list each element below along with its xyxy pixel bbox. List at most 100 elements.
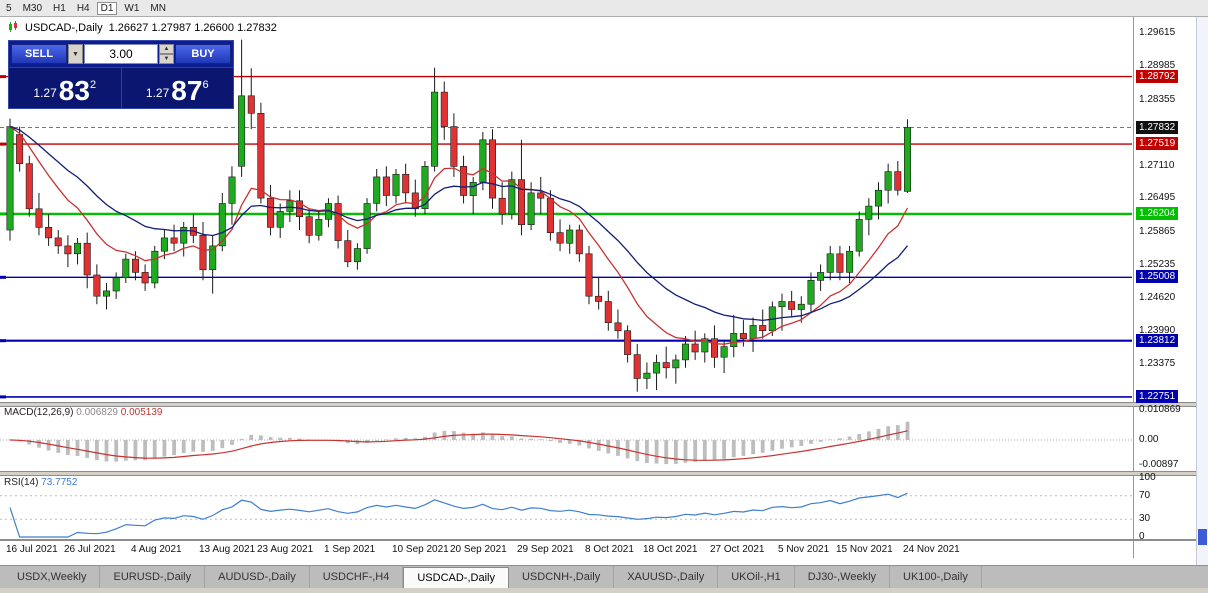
chart-tab[interactable]: UKOil-,H1 xyxy=(718,566,795,588)
macd-histogram-bar xyxy=(509,436,514,440)
timeframe-button-w1[interactable]: W1 xyxy=(124,2,140,14)
macd-histogram-bar xyxy=(181,440,186,453)
fast-ma-line xyxy=(9,126,909,345)
candle-body xyxy=(440,91,448,127)
sell-button[interactable]: SELL xyxy=(11,44,67,64)
candle-body xyxy=(74,242,82,255)
candle-body xyxy=(257,113,265,199)
macd-histogram-bar xyxy=(8,439,12,440)
candle-body xyxy=(93,274,101,297)
candle-body xyxy=(730,333,738,347)
candle-body xyxy=(527,192,535,225)
candle-body xyxy=(768,306,776,331)
candle-body xyxy=(305,216,313,236)
macd-histogram-bar xyxy=(867,431,871,440)
macd-histogram-bar xyxy=(751,440,755,455)
scrollbar-thumb[interactable] xyxy=(1198,529,1207,545)
chart-tab[interactable]: XAUUSD-,Daily xyxy=(614,566,719,588)
timeframe-button-d1[interactable]: D1 xyxy=(96,1,118,15)
chart-tab[interactable]: EURUSD-,Daily xyxy=(100,566,206,588)
chart-tab[interactable]: DJ30-,Weekly xyxy=(795,566,891,588)
candle-body xyxy=(614,322,622,332)
date-tick-label: 5 Nov 2021 xyxy=(778,544,830,555)
vertical-scrollbar[interactable] xyxy=(1196,17,1208,565)
timeframe-button-h1[interactable]: H1 xyxy=(53,2,66,14)
date-axis: 16 Jul 2021 26 Jul 2021 4 Aug 2021 13 Aug 2… xyxy=(0,542,1196,558)
date-tick-label: 13 Aug 2021 xyxy=(199,544,256,555)
volume-input[interactable]: 3.00 xyxy=(84,44,158,64)
rsi-axis-label: 30 xyxy=(1139,513,1151,524)
timeframe-button-m30[interactable]: M30 xyxy=(22,2,43,14)
panel-separator[interactable] xyxy=(0,471,1196,476)
candle-body xyxy=(295,200,303,218)
buy-price-pips: 87 xyxy=(171,75,203,106)
candle-body xyxy=(373,176,381,204)
macd-histogram-bar xyxy=(326,440,331,441)
volume-stepper[interactable]: ▲ ▼ xyxy=(159,44,174,64)
chart-tab[interactable]: USDCAD-,Daily xyxy=(403,567,509,588)
candle-body xyxy=(855,219,863,252)
sell-price-display[interactable]: 1.27 83 2 xyxy=(9,68,122,108)
macd-histogram-bar xyxy=(587,440,591,449)
timeframe-button-h4[interactable]: H4 xyxy=(76,2,90,14)
candle-body xyxy=(363,203,371,249)
macd-histogram-bar xyxy=(731,440,736,458)
candle-body xyxy=(575,229,583,255)
buy-price-display[interactable]: 1.27 87 6 xyxy=(122,68,234,108)
chart-tab[interactable]: AUDUSD-,Daily xyxy=(205,566,310,588)
macd-histogram-bar xyxy=(616,440,620,456)
macd-histogram-bar xyxy=(828,439,833,440)
macd-histogram-bar xyxy=(519,438,524,440)
status-strip xyxy=(0,588,1208,593)
candle-body xyxy=(846,250,854,273)
candle-body xyxy=(324,203,332,220)
chart-tab[interactable]: USDCHF-,H4 xyxy=(310,566,404,588)
rsi-axis-label: 70 xyxy=(1139,490,1151,501)
date-tick-label: 29 Sep 2021 xyxy=(517,544,574,555)
macd-histogram-bar xyxy=(625,440,630,459)
macd-histogram-bar xyxy=(394,438,398,440)
candle-body xyxy=(720,346,728,358)
level-edge-marker xyxy=(0,275,6,279)
candle-body xyxy=(431,91,439,167)
candle-body xyxy=(411,192,419,210)
timeframe-button-5[interactable]: 5 xyxy=(6,2,12,14)
macd-histogram-bar xyxy=(567,440,572,444)
macd-histogram-bar xyxy=(268,437,273,440)
macd-histogram-bar xyxy=(56,440,61,453)
candle-body xyxy=(681,343,689,361)
candlestick-chart-icon xyxy=(8,21,19,35)
candle-body xyxy=(566,229,574,244)
macd-histogram-bar xyxy=(548,440,553,442)
date-tick-label: 23 Aug 2021 xyxy=(257,544,314,555)
candle-body xyxy=(64,245,72,255)
chart-tab[interactable]: USDCNH-,Daily xyxy=(509,566,615,588)
date-tick-label: 10 Sep 2021 xyxy=(392,544,449,555)
macd-histogram-bar xyxy=(471,433,476,440)
candle-body xyxy=(180,227,188,244)
chevron-down-icon[interactable]: ▼ xyxy=(68,44,83,64)
candle-body xyxy=(469,182,477,196)
candle-body xyxy=(460,166,468,196)
macd-histogram-bar xyxy=(490,434,495,440)
stepper-up-icon[interactable]: ▲ xyxy=(159,44,174,54)
macd-histogram-bar xyxy=(365,440,369,443)
stepper-down-icon[interactable]: ▼ xyxy=(159,54,174,64)
panel-separator[interactable] xyxy=(0,402,1196,407)
chart-tab[interactable]: USDX,Weekly xyxy=(4,566,101,588)
candle-body xyxy=(122,258,130,279)
buy-button[interactable]: BUY xyxy=(175,44,231,64)
date-tick-label: 24 Nov 2021 xyxy=(903,544,960,555)
macd-histogram-bar xyxy=(46,440,51,451)
candle-body xyxy=(218,203,226,247)
trade-panel-controls: SELL ▼ 3.00 ▲ ▼ BUY xyxy=(9,41,233,67)
macd-histogram-bar xyxy=(838,438,842,440)
macd-histogram-bar xyxy=(423,436,427,440)
candle-body xyxy=(739,333,747,339)
candle-body xyxy=(672,359,680,369)
macd-histogram-bar xyxy=(635,440,640,462)
candle-body xyxy=(421,166,429,210)
macd-histogram-bar xyxy=(143,440,147,461)
timeframe-button-mn[interactable]: MN xyxy=(150,2,166,14)
chart-tab[interactable]: UK100-,Daily xyxy=(890,566,982,588)
